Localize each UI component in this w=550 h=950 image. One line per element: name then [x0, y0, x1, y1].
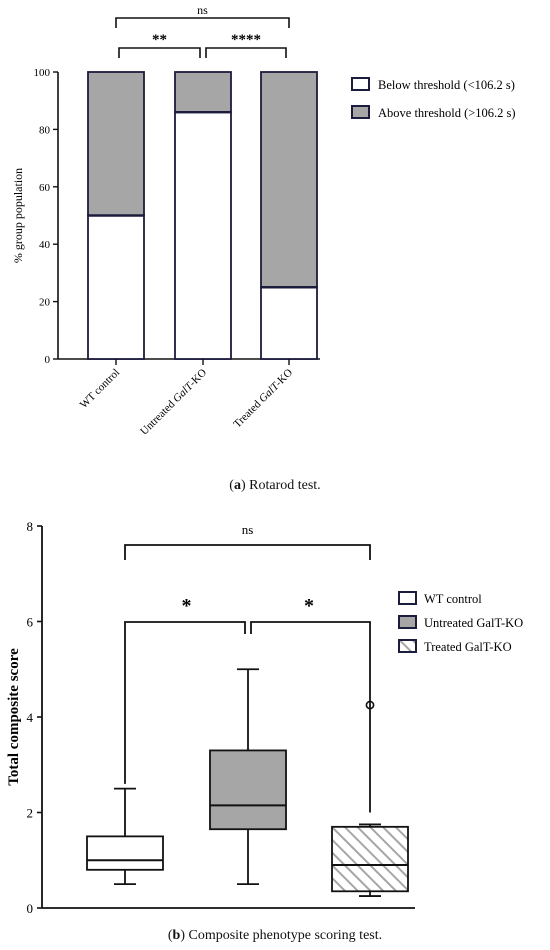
composite-score-chart: 0 2 4 6 8 Total composite score * * ns WT control… [6, 519, 523, 916]
caption-text-a: Rotarod test. [245, 478, 321, 493]
x-tick-label: WT control [78, 367, 122, 411]
caption-letter-a: a [233, 478, 241, 493]
significance-bracket [205, 47, 287, 58]
legend-swatch [398, 591, 417, 605]
y-tick-label: 4 [27, 710, 34, 725]
bar-segment-below [174, 111, 232, 360]
y-tick-label: 40 [39, 239, 51, 251]
box [331, 825, 409, 893]
legend-swatch [351, 77, 370, 91]
y-axis-title: % group population [11, 168, 25, 263]
x-tick-label: Untreated GalT-KO [138, 367, 209, 438]
x-tick-label: Treated GalT-KO [231, 367, 295, 431]
significance-label: * [182, 595, 192, 617]
y-axis-title: Total composite score [6, 648, 22, 786]
y-tick-label: 6 [27, 615, 34, 630]
caption-rotarod: (a) Rotarod test. [229, 478, 321, 493]
bar-segment-above [87, 71, 145, 217]
bar-segment-above [174, 71, 232, 114]
legend-label: Above threshold (>106.2 s) [378, 106, 516, 120]
legend-label: Below threshold (<106.2 s) [378, 78, 515, 92]
bar-segment-below [87, 214, 145, 360]
significance-label: ** [152, 32, 167, 48]
y-tick-label: 60 [39, 182, 51, 194]
caption-text-b: Composite phenotype scoring test. [184, 928, 383, 943]
y-tick-label: 80 [39, 124, 51, 136]
y-tick-label: 8 [27, 519, 34, 534]
y-tick-label: 0 [27, 901, 34, 916]
bar-segment-below [260, 286, 318, 360]
legend-swatch [398, 615, 417, 629]
y-tick-label: 100 [34, 67, 51, 79]
significance-bracket [124, 544, 371, 560]
significance-bracket [118, 47, 201, 58]
x-tick-label-part: Untreated [138, 396, 179, 437]
x-tick-label-part: Treated [231, 396, 265, 430]
caption-composite: (b) Composite phenotype scoring test. [167, 928, 383, 943]
y-tick-label: 0 [45, 354, 51, 366]
box [209, 749, 287, 831]
rotarod-chart: 0 20 40 60 80 100 % group population WT control… [11, 3, 516, 438]
significance-label: ns [197, 3, 208, 17]
significance-bracket [124, 621, 246, 784]
box [86, 835, 164, 871]
legend-label: WT control [424, 592, 482, 606]
significance-label: ns [242, 522, 254, 537]
legend-label: Treated GalT-KO [424, 640, 512, 654]
legend-swatch [398, 639, 417, 653]
y-tick-label: 20 [39, 297, 51, 309]
legend-swatch [351, 105, 370, 119]
bar-segment-above [260, 71, 318, 289]
significance-bracket [250, 621, 371, 813]
caption-letter-b: b [172, 928, 181, 943]
significance-label: * [304, 595, 314, 617]
significance-label: **** [231, 32, 261, 48]
x-tick-label-part: WT control [78, 367, 122, 411]
y-tick-label: 2 [27, 806, 34, 821]
significance-bracket [115, 17, 290, 28]
legend-label: Untreated GalT-KO [424, 616, 523, 630]
